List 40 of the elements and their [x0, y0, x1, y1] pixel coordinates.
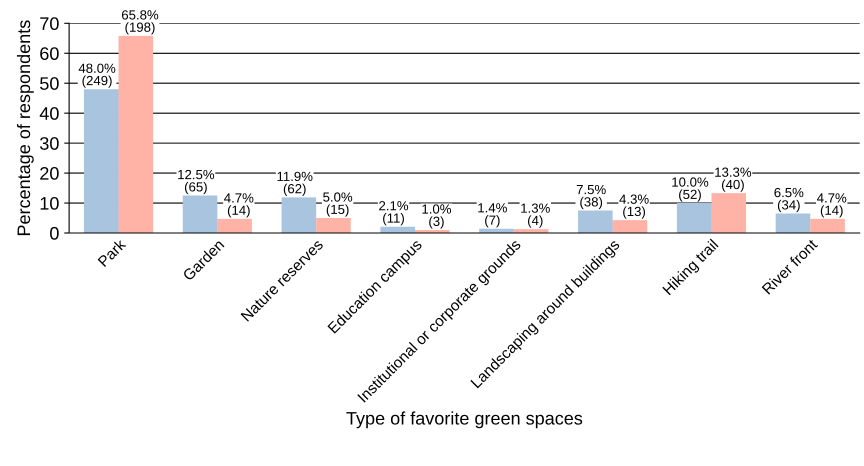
bar — [118, 36, 154, 233]
bar — [316, 218, 351, 233]
bar — [182, 196, 218, 233]
bar — [578, 210, 613, 233]
bar — [380, 226, 415, 233]
data-label: 4.3% (13) — [619, 194, 649, 219]
data-label: 5.0% (15) — [323, 192, 352, 217]
data-label: 6.5% (34) — [774, 188, 804, 212]
y-tick-label: 50 — [40, 77, 59, 90]
data-label: 48.0% (249) — [78, 64, 116, 88]
x-axis-title: Type of favorite green spaces — [346, 411, 582, 428]
data-label: 1.4% (7) — [478, 203, 507, 228]
bar — [612, 220, 648, 233]
data-label: 2.1% (11) — [379, 201, 408, 226]
bar — [810, 218, 845, 233]
bar — [711, 193, 746, 233]
y-tick-label: 10 — [40, 196, 59, 210]
data-label: 4.7% (14) — [224, 193, 254, 218]
data-label: 11.9% (62) — [277, 172, 312, 196]
data-label: 10.0% (52) — [672, 177, 708, 202]
y-tick-label: 0 — [50, 226, 59, 240]
y-tick-label: 20 — [40, 167, 59, 180]
y-tick-label: 40 — [40, 107, 59, 120]
data-label: 13.3% (40) — [715, 168, 752, 192]
data-label: 12.5% (65) — [178, 170, 214, 194]
data-label: 65.8% (198) — [122, 10, 158, 34]
data-label: 4.7% (14) — [816, 193, 846, 218]
data-label: 7.5% (38) — [576, 184, 606, 210]
data-label: 1.0% (3) — [422, 204, 452, 229]
bar — [217, 218, 252, 233]
y-tick-label: 60 — [40, 47, 59, 60]
data-label: 1.3% (4) — [521, 203, 550, 228]
y-axis-title: Percentage of respondents — [16, 20, 34, 236]
bar — [776, 214, 810, 233]
y-tick-label: 30 — [40, 137, 59, 150]
bar — [84, 89, 119, 233]
bar — [514, 229, 548, 233]
y-tick-label: 70 — [40, 17, 59, 30]
bar — [282, 197, 316, 233]
bar — [676, 203, 712, 233]
